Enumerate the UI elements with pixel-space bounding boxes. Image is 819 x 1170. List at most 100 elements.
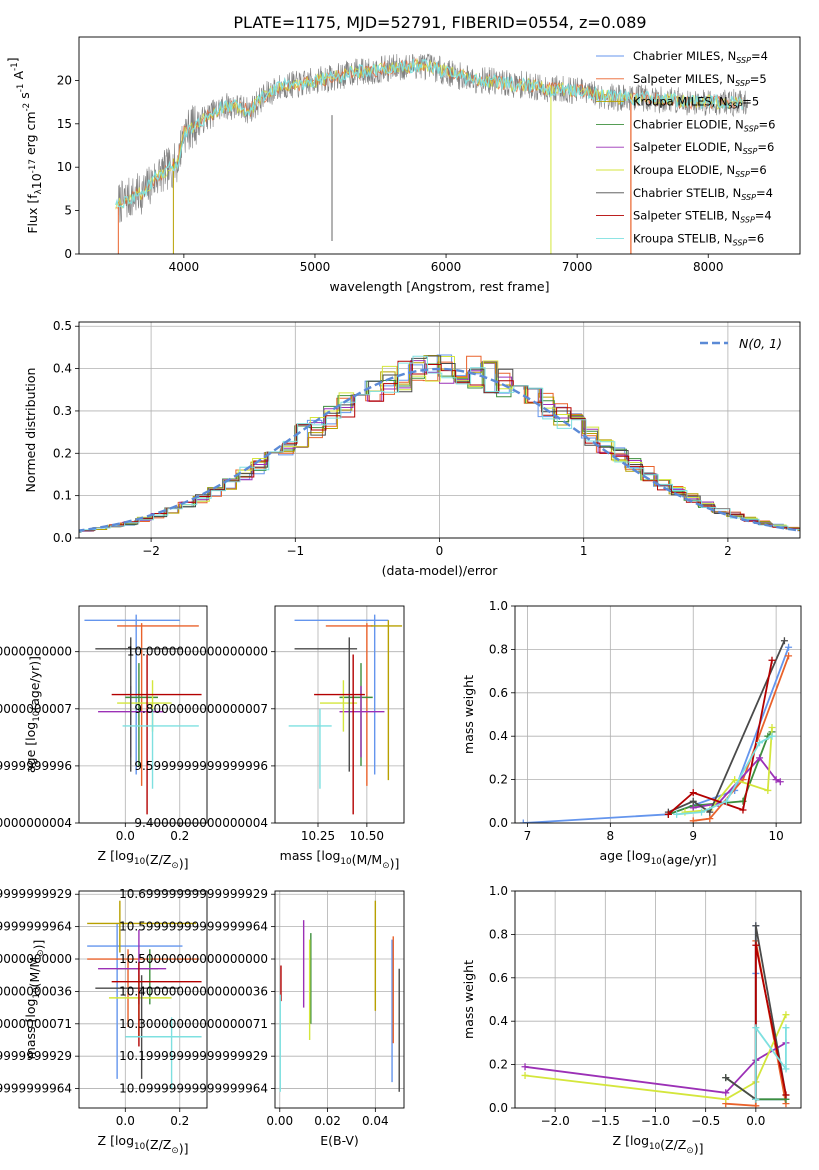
plot-area [79, 354, 800, 533]
weight-series-line [754, 945, 787, 1100]
weight-point-marker [722, 1074, 730, 1082]
weight-point-marker [722, 1095, 730, 1103]
chart-weight-vs-Z: −2.0 −1.5 −1.0 −0.5 0.0 0.0 0.2 0.4 0.6 0.8 1.0 Z [… [461, 884, 802, 1156]
x-tick-label: −1.0 [641, 1114, 670, 1128]
plot-area [84, 614, 202, 815]
residual-histogram [79, 355, 800, 531]
legend-entry: Salpeter MILES, NSSP=5 [633, 72, 767, 88]
x-tick-label: 0.02 [314, 1114, 341, 1128]
x-tick-label: 0.04 [362, 1114, 389, 1128]
weight-point-marker [731, 776, 739, 784]
x-tick-label: 0 [436, 544, 444, 558]
y-axis-label: mass weight [461, 675, 476, 754]
plot-area [87, 900, 202, 1089]
y-tick-label: 0.8 [489, 927, 508, 941]
weight-point-marker [673, 810, 681, 818]
y-tick-label: 10.69999999999999929 [119, 887, 268, 901]
plot-area [115, 53, 748, 254]
legend-entry: Chabrier STELIB, NSSP=4 [633, 186, 773, 202]
weight-point-marker [706, 815, 714, 823]
legend-entry: Salpeter ELODIE, NSSP=6 [633, 140, 774, 156]
y-tick-label: 10.0000000000000000 [127, 645, 268, 659]
weight-point-marker [768, 656, 776, 664]
y-tick-label: 9.8000000000000007 [134, 702, 268, 716]
y-tick-label: 0.2 [53, 446, 72, 460]
weight-point-marker [521, 1071, 529, 1079]
chart-mass-vs-Z: 0.0 0.2 10.09999999999999964 10.19999999999… [0, 887, 208, 1156]
legend-entry: Salpeter STELIB, NSSP=4 [633, 209, 772, 225]
weight-point-marker [768, 732, 776, 740]
weight-point-marker [782, 1011, 790, 1019]
weight-series-line [523, 646, 790, 823]
y-tick-label: 0.2 [489, 773, 508, 787]
axes-frame [78, 36, 801, 255]
y-axis-label: Normed distribution [23, 368, 38, 493]
weight-point-marker [756, 754, 764, 762]
y-tick-label: 0.3 [53, 404, 72, 418]
x-tick-label: 10 [768, 829, 783, 843]
x-tick-label: 0.0 [746, 1114, 765, 1128]
weight-series-line [667, 660, 773, 815]
y-tick-label: 0.0 [489, 816, 508, 830]
chart-weight-vs-age: 7 8 9 10 0.0 0.2 0.4 0.6 0.8 1.0 age [log10(age/yr… [461, 599, 802, 867]
y-tick-label: 9.5999999999999996 [0, 759, 72, 773]
y-tick-label: 10.50000000000000000 [0, 952, 72, 966]
y-tick-label: 10.40000000000000036 [119, 984, 268, 998]
weight-point-marker [776, 778, 784, 786]
x-axis-label: wavelength [Angstrom, rest frame] [329, 279, 549, 294]
y-tick-label: 0.6 [489, 686, 508, 700]
legend-entry: Chabrier ELODIE, NSSP=6 [633, 117, 775, 133]
y-tick-label: 10.59999999999999964 [119, 920, 268, 934]
x-tick-label: 10.50 [350, 829, 384, 843]
plot-area [519, 637, 793, 823]
weight-point-marker [706, 808, 714, 816]
y-tick-label: 10.19999999999999929 [119, 1049, 268, 1063]
x-tick-label: −0.5 [691, 1114, 720, 1128]
weight-point-marker [785, 652, 793, 660]
x-tick-label: 7000 [562, 260, 593, 274]
x-tick-label: 0.2 [170, 829, 189, 843]
x-tick-label: 8000 [693, 260, 724, 274]
x-axis-label: E(B-V) [320, 1133, 359, 1148]
x-axis-label: Z [log10(Z/Z⊙)] [98, 1133, 189, 1156]
y-tick-label: 0.4 [489, 1014, 508, 1028]
axes-frame [78, 321, 801, 539]
axes-frame [274, 605, 405, 824]
weight-point-marker [689, 797, 697, 805]
weight-point-marker [782, 1024, 790, 1032]
y-tick-label: 20 [57, 73, 72, 87]
weight-point-marker [756, 739, 764, 747]
weight-point-marker [768, 724, 776, 732]
legend-entry: Chabrier MILES, NSSP=4 [633, 49, 768, 65]
y-tick-label: 9.5999999999999996 [134, 759, 268, 773]
weight-point-marker [521, 1063, 529, 1071]
y-axis-label: Flux [fλ10-17 erg cm-2 s-1 A-1] [5, 57, 44, 233]
x-tick-label: 7 [524, 829, 532, 843]
y-tick-label: 10.30000000000000071 [119, 1017, 268, 1031]
x-axis-label: Z [log10(Z/Z⊙)] [98, 848, 189, 871]
legend-entry: Kroupa STELIB, NSSP=6 [633, 231, 764, 247]
weight-point-marker [739, 806, 747, 814]
y-tick-label: 10.19999999999999929 [0, 1049, 72, 1063]
y-tick-label: 9.8000000000000007 [0, 702, 72, 716]
axes-frame [274, 890, 405, 1109]
y-axis-label: mass [log10(M/M⊙)] [23, 940, 46, 1060]
chart-age-vs-mass: 10.25 10.50 9.4000000000000004 9.5999999999… [127, 605, 405, 871]
y-tick-label: 0.6 [489, 971, 508, 985]
weight-series-line [693, 655, 790, 822]
chart-residuals: −2 −1 0 1 2 0.0 0.1 0.2 0.3 0.4 0.5 (data-model)/er… [23, 319, 801, 578]
chart-mass-vs-ebv: 0.00 0.02 0.04 10.09999999999999964 10.19999… [119, 887, 405, 1148]
weight-point-marker [689, 817, 697, 823]
x-tick-label: 8 [607, 829, 615, 843]
weight-series-line [524, 1042, 787, 1094]
model-spectrum-line [115, 58, 743, 209]
y-tick-label: 0.0 [489, 1101, 508, 1115]
y-tick-label: 0.4 [53, 362, 72, 376]
y-tick-label: 10.0000000000000000 [0, 645, 72, 659]
x-tick-label: 0.00 [266, 1114, 293, 1128]
weight-point-marker [752, 922, 760, 930]
x-axis-label: Z [log10(Z/Z⊙)] [613, 1133, 704, 1156]
weight-point-marker [664, 810, 672, 818]
x-axis-label: age [log10(age/yr)] [599, 848, 716, 867]
